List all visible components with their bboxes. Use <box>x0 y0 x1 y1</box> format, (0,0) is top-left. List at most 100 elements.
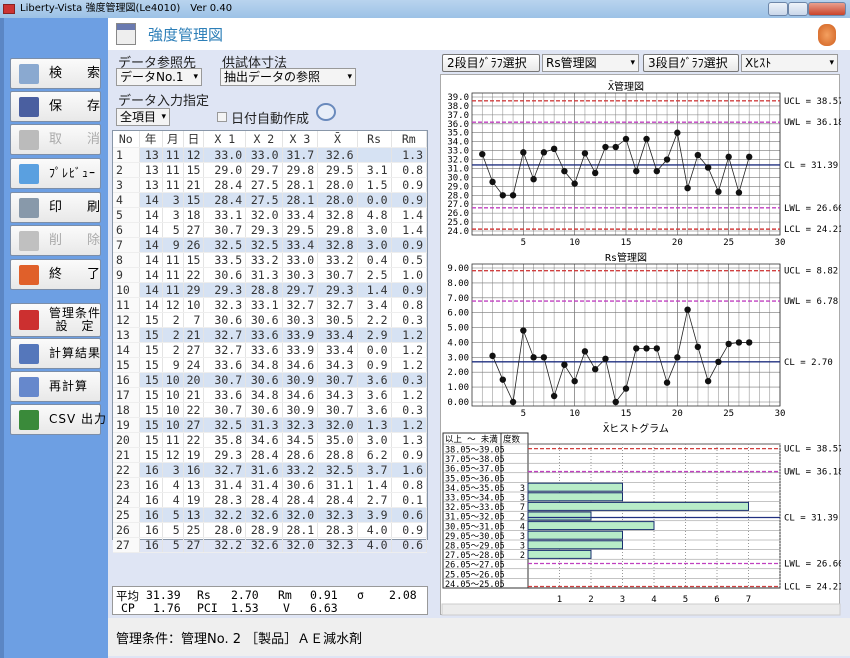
table-cell-X 2[interactable]: 29.7 <box>245 162 283 178</box>
table-cell-X 3[interactable]: 30.3 <box>282 267 319 283</box>
table-cell-月[interactable]: 11 <box>162 162 184 178</box>
table-cell-No[interactable]: 20 <box>113 432 140 448</box>
table-cell-年[interactable]: 15 <box>139 387 163 403</box>
table-cell-Rm[interactable]: 0.9 <box>391 237 428 253</box>
table-cell-X 3[interactable]: 33.9 <box>282 342 319 358</box>
column-header[interactable]: X̄ <box>317 131 358 148</box>
table-cell-X 2[interactable]: 32.0 <box>245 207 283 223</box>
table-row[interactable]: 4 14 3 15 28.4 27.5 28.1 28.0 0.0 0.9 <box>113 192 428 208</box>
table-cell-日[interactable]: 22 <box>183 267 205 283</box>
table-cell-X 3[interactable]: 32.0 <box>282 507 319 523</box>
close-window-button[interactable] <box>808 2 846 16</box>
table-cell-日[interactable]: 16 <box>183 462 205 478</box>
table-cell-X 2[interactable]: 31.4 <box>245 477 283 493</box>
table-cell-年[interactable]: 14 <box>139 222 163 238</box>
table-row[interactable]: 2 13 11 15 29.0 29.7 29.8 29.5 3.1 0.8 <box>113 162 428 178</box>
table-row[interactable]: 22 16 3 16 32.7 31.6 33.2 32.5 3.7 1.6 <box>113 462 428 478</box>
table-cell-X̄[interactable]: 29.3 <box>317 282 358 298</box>
table-cell-X 3[interactable]: 34.5 <box>282 432 319 448</box>
minimize-button[interactable] <box>768 2 788 16</box>
table-row[interactable]: 18 15 10 22 30.7 30.6 30.9 30.7 3.6 0.3 <box>113 402 428 418</box>
table-cell-月[interactable]: 12 <box>162 447 184 463</box>
table-cell-月[interactable]: 10 <box>162 372 184 388</box>
table-cell-日[interactable]: 7 <box>183 312 205 328</box>
table-cell-X 2[interactable]: 28.4 <box>245 447 283 463</box>
table-cell-X 1[interactable]: 28.4 <box>203 192 247 208</box>
table-cell-年[interactable]: 14 <box>139 192 163 208</box>
table-cell-日[interactable]: 24 <box>183 357 205 373</box>
table-cell-No[interactable]: 21 <box>113 447 140 463</box>
table-row[interactable]: 7 14 9 26 32.5 32.5 33.4 32.8 3.0 0.9 <box>113 237 428 253</box>
table-cell-月[interactable]: 4 <box>162 477 184 493</box>
table-cell-X 2[interactable]: 27.5 <box>245 177 283 193</box>
table-cell-Rm[interactable]: 0.3 <box>391 402 428 418</box>
table-cell-月[interactable]: 9 <box>162 237 184 253</box>
table-cell-X 2[interactable]: 34.6 <box>245 432 283 448</box>
table-cell-Rs[interactable]: 4.0 <box>357 537 392 553</box>
table-cell-X 3[interactable]: 30.9 <box>282 372 319 388</box>
table-cell-X 1[interactable]: 32.5 <box>203 417 247 433</box>
table-cell-Rm[interactable]: 0.9 <box>391 522 428 538</box>
table-cell-Rm[interactable]: 0.3 <box>391 372 428 388</box>
table-cell-X 3[interactable]: 28.6 <box>282 447 319 463</box>
table-cell-日[interactable]: 21 <box>183 387 205 403</box>
table-cell-日[interactable]: 27 <box>183 342 205 358</box>
help-icon[interactable] <box>818 24 836 46</box>
table-cell-X 1[interactable]: 33.1 <box>203 207 247 223</box>
table-cell-X 1[interactable]: 32.7 <box>203 342 247 358</box>
table-cell-日[interactable]: 20 <box>183 372 205 388</box>
table-cell-月[interactable]: 5 <box>162 522 184 538</box>
column-header[interactable]: Rm <box>391 131 428 148</box>
table-cell-年[interactable]: 16 <box>139 537 163 553</box>
table-cell-X̄[interactable]: 32.6 <box>317 147 358 163</box>
table-cell-Rm[interactable]: 0.1 <box>391 492 428 508</box>
table-cell-X 1[interactable]: 33.6 <box>203 387 247 403</box>
table-cell-年[interactable]: 14 <box>139 237 163 253</box>
table-cell-Rm[interactable]: 0.9 <box>391 282 428 298</box>
sidebar-button-10[interactable]: CSV 出力 <box>10 404 106 435</box>
table-cell-月[interactable]: 2 <box>162 312 184 328</box>
table-cell-月[interactable]: 3 <box>162 192 184 208</box>
table-cell-No[interactable]: 4 <box>113 192 140 208</box>
table-cell-X 3[interactable]: 28.4 <box>282 492 319 508</box>
table-cell-X̄[interactable]: 32.7 <box>317 297 358 313</box>
table-cell-X 1[interactable]: 32.5 <box>203 237 247 253</box>
table-cell-X 1[interactable]: 35.8 <box>203 432 247 448</box>
table-cell-Rs[interactable]: 0.0 <box>357 342 392 358</box>
table-cell-日[interactable]: 12 <box>183 147 205 163</box>
date-tool-icon[interactable] <box>316 103 336 121</box>
table-cell-月[interactable]: 2 <box>162 327 184 343</box>
table-cell-X 3[interactable]: 33.4 <box>282 237 319 253</box>
sidebar-button-3[interactable]: ﾌﾟﾚﾋﾞｭｰ <box>10 158 101 189</box>
table-cell-年[interactable]: 16 <box>139 477 163 493</box>
table-cell-No[interactable]: 5 <box>113 207 140 223</box>
table-cell-X 2[interactable]: 31.3 <box>245 417 283 433</box>
table-cell-Rm[interactable]: 0.9 <box>391 447 428 463</box>
table-cell-Rm[interactable]: 1.6 <box>391 462 428 478</box>
table-cell-年[interactable]: 15 <box>139 372 163 388</box>
table-cell-No[interactable]: 11 <box>113 297 140 313</box>
table-cell-X 1[interactable]: 33.0 <box>203 147 247 163</box>
table-cell-X 2[interactable]: 33.2 <box>245 252 283 268</box>
table-cell-Rs[interactable]: 2.5 <box>357 267 392 283</box>
table-cell-X 2[interactable]: 28.9 <box>245 522 283 538</box>
third-graph-select[interactable]: Xﾋｽﾄ <box>741 54 838 72</box>
table-cell-No[interactable]: 3 <box>113 177 140 193</box>
table-cell-No[interactable]: 12 <box>113 312 140 328</box>
table-row[interactable]: 3 13 11 21 28.4 27.5 28.1 28.0 1.5 0.9 <box>113 177 428 193</box>
sidebar-button-1[interactable]: 保 存 <box>10 91 101 122</box>
table-cell-Rm[interactable]: 1.4 <box>391 222 428 238</box>
table-cell-X̄[interactable]: 32.5 <box>317 462 358 478</box>
table-cell-X̄[interactable]: 29.8 <box>317 222 358 238</box>
table-cell-Rm[interactable]: 1.2 <box>391 327 428 343</box>
table-cell-X̄[interactable]: 28.0 <box>317 177 358 193</box>
table-cell-日[interactable]: 27 <box>183 222 205 238</box>
table-cell-Rs[interactable]: 2.7 <box>357 492 392 508</box>
table-cell-Rs[interactable]: 4.8 <box>357 207 392 223</box>
table-row[interactable]: 13 15 2 21 32.7 33.6 33.9 33.4 2.9 1.2 <box>113 327 428 343</box>
table-cell-日[interactable]: 27 <box>183 537 205 553</box>
table-cell-No[interactable]: 13 <box>113 327 140 343</box>
table-cell-Rs[interactable]: 2.2 <box>357 312 392 328</box>
sidebar-button-7[interactable]: 管理条件 設 定 <box>10 303 101 337</box>
table-cell-No[interactable]: 8 <box>113 252 140 268</box>
